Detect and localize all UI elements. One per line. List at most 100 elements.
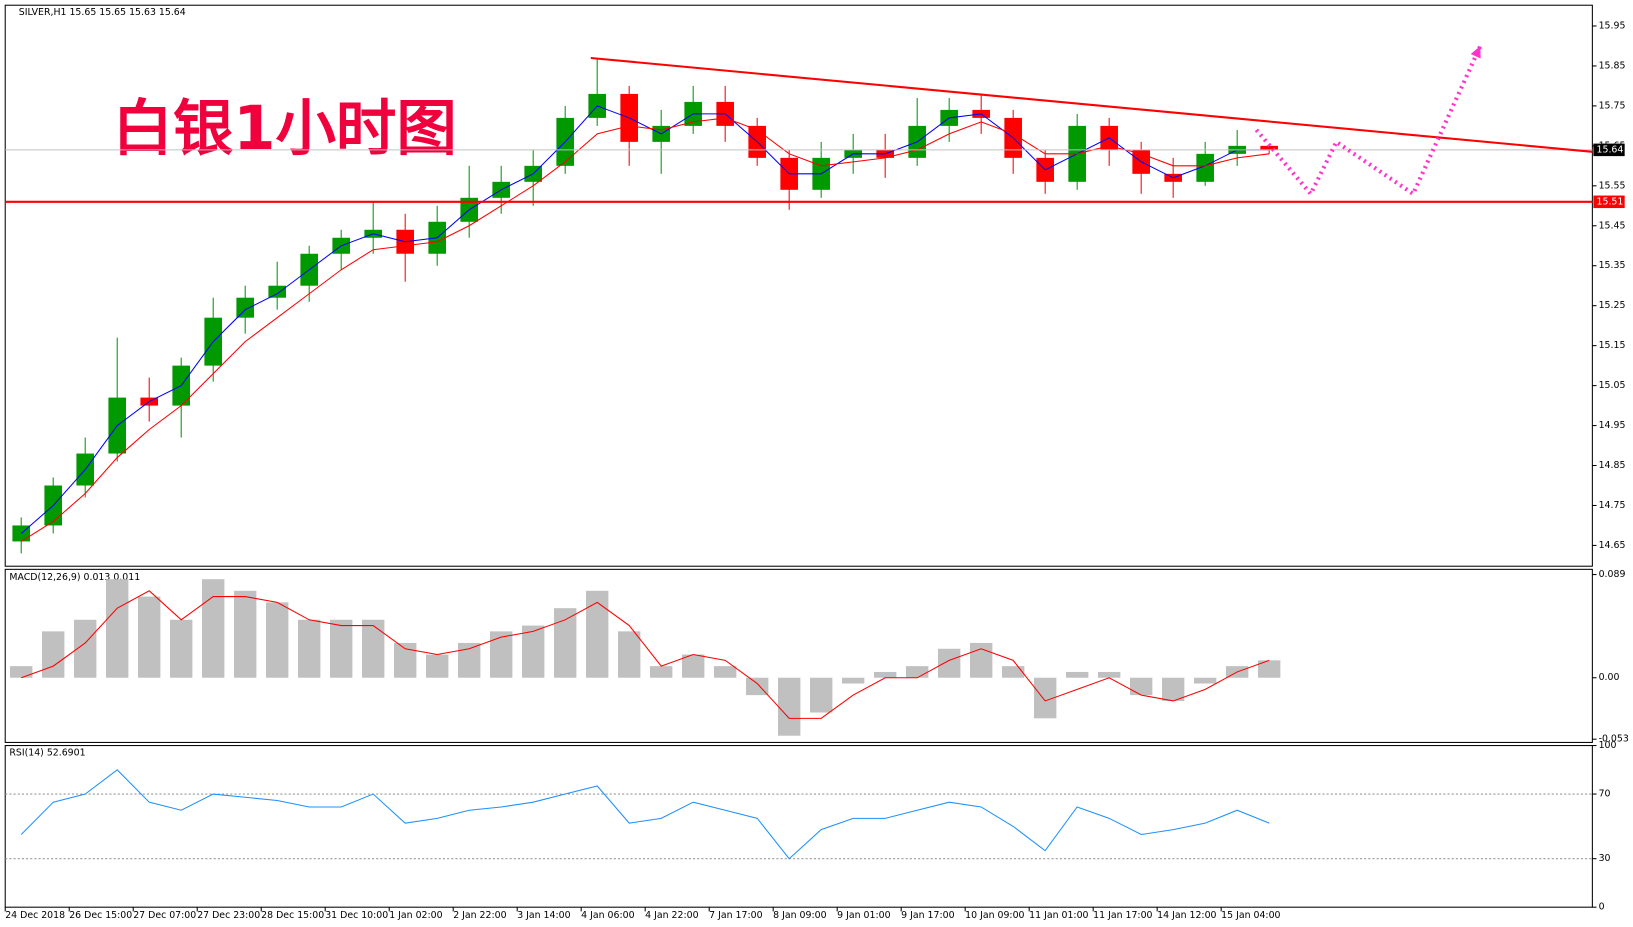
x-tick-label: 4 Jan 06:00 bbox=[581, 910, 634, 921]
macd-bar bbox=[905, 666, 929, 678]
macd-title: MACD(12,26,9) 0.013 0.011 bbox=[9, 572, 140, 583]
macd-bar bbox=[489, 631, 513, 678]
macd-bar bbox=[1161, 677, 1185, 701]
x-tick-label: 28 Dec 15:00 bbox=[261, 910, 324, 921]
y-tick-label: 14.95 bbox=[1599, 420, 1626, 431]
macd-bar bbox=[425, 654, 449, 678]
x-tick-label: 4 Jan 22:00 bbox=[645, 910, 698, 921]
x-tick-label: 31 Dec 10:00 bbox=[325, 910, 388, 921]
rsi-panel bbox=[4, 745, 1593, 908]
price-label: 15.64 bbox=[1597, 144, 1624, 155]
moving-average bbox=[20, 105, 1270, 534]
macd-bar bbox=[234, 590, 257, 678]
y-tick-label: 15.25 bbox=[1599, 300, 1626, 311]
x-tick-label: 9 Jan 17:00 bbox=[901, 910, 954, 921]
macd-bar bbox=[713, 666, 737, 678]
macd-bar bbox=[841, 677, 865, 684]
macd-bar bbox=[809, 677, 833, 713]
rsi-title: RSI(14) 52.6901 bbox=[9, 747, 85, 758]
macd-bar bbox=[681, 654, 705, 678]
y-tick-label: 14.75 bbox=[1599, 500, 1626, 511]
candle-body bbox=[1260, 145, 1278, 150]
y-tick-label: 15.15 bbox=[1599, 340, 1626, 351]
y-tick-label: 0 bbox=[1599, 902, 1605, 913]
price-box bbox=[1593, 143, 1625, 157]
x-tick-label: 9 Jan 01:00 bbox=[837, 910, 890, 921]
main-title: SILVER,H1 15.65 15.65 15.63 15.64 bbox=[19, 7, 186, 18]
macd-bar bbox=[969, 642, 993, 678]
macd-bar bbox=[74, 619, 97, 678]
macd-bar bbox=[553, 608, 577, 678]
y-tick-label: 100 bbox=[1599, 740, 1617, 751]
x-tick-label: 3 Jan 14:00 bbox=[517, 910, 570, 921]
y-tick-label: 15.85 bbox=[1599, 60, 1626, 71]
macd-bar bbox=[329, 619, 353, 678]
macd-bar bbox=[106, 579, 129, 678]
forecast-path bbox=[1254, 45, 1483, 198]
macd-bar bbox=[617, 631, 641, 678]
macd-panel bbox=[4, 568, 1593, 743]
x-tick-label: 15 Jan 04:00 bbox=[1221, 910, 1280, 921]
macd-bar bbox=[1097, 671, 1121, 678]
y-tick-label: 30 bbox=[1599, 853, 1611, 864]
x-tick-label: 2 Jan 22:00 bbox=[453, 910, 506, 921]
y-tick-label: -0.053 bbox=[1599, 734, 1629, 745]
macd-bar bbox=[937, 648, 961, 678]
y-tick-label: 14.85 bbox=[1599, 460, 1626, 471]
macd-bar bbox=[649, 666, 673, 678]
x-tick-label: 11 Jan 01:00 bbox=[1029, 910, 1088, 921]
macd-bar bbox=[777, 677, 801, 736]
y-tick-label: 70 bbox=[1599, 789, 1611, 800]
macd-bar bbox=[457, 642, 481, 678]
x-tick-label: 26 Dec 15:00 bbox=[69, 910, 132, 921]
macd-bar bbox=[202, 579, 225, 678]
candle-body bbox=[1196, 153, 1214, 182]
arrow-head bbox=[1470, 45, 1481, 59]
y-tick-label: 15.55 bbox=[1599, 180, 1626, 191]
y-tick-label: 15.05 bbox=[1599, 380, 1626, 391]
x-tick-label: 7 Jan 17:00 bbox=[709, 910, 762, 921]
x-tick-label: 27 Dec 07:00 bbox=[133, 910, 196, 921]
price-label: 15.51 bbox=[1597, 196, 1624, 207]
candle-body bbox=[268, 285, 287, 298]
signal-line bbox=[21, 590, 1270, 719]
y-tick-label: 15.95 bbox=[1599, 20, 1626, 31]
y-tick-label: 0.089 bbox=[1599, 569, 1626, 580]
macd-bar bbox=[1193, 677, 1217, 684]
macd-bar bbox=[138, 596, 161, 678]
moving-average bbox=[20, 117, 1270, 542]
macd-bar bbox=[266, 602, 289, 678]
x-tick-label: 8 Jan 09:00 bbox=[773, 910, 826, 921]
macd-bar bbox=[873, 671, 897, 678]
macd-bar bbox=[1033, 677, 1057, 719]
x-tick-label: 1 Jan 02:00 bbox=[389, 910, 442, 921]
macd-bar bbox=[745, 677, 769, 696]
x-tick-label: 11 Jan 17:00 bbox=[1093, 910, 1152, 921]
macd-bar bbox=[521, 625, 545, 678]
x-tick-label: 14 Jan 12:00 bbox=[1157, 910, 1216, 921]
macd-bar bbox=[1257, 660, 1281, 678]
candle-body bbox=[236, 297, 255, 318]
trendline bbox=[590, 56, 1593, 153]
macd-bar bbox=[1001, 666, 1025, 678]
macd-bar bbox=[1065, 671, 1089, 678]
macd-bar bbox=[1129, 677, 1153, 696]
macd-bar bbox=[10, 666, 33, 678]
macd-bar bbox=[298, 619, 321, 678]
y-tick-label: 15.45 bbox=[1599, 220, 1626, 231]
y-tick-label: 15.75 bbox=[1599, 100, 1626, 111]
main-panel bbox=[4, 4, 1593, 567]
x-tick-label: 10 Jan 09:00 bbox=[965, 910, 1024, 921]
y-tick-label: 15.35 bbox=[1599, 260, 1626, 271]
macd-bar bbox=[42, 631, 65, 678]
rsi-line bbox=[20, 769, 1270, 860]
macd-bar bbox=[585, 590, 609, 678]
x-tick-label: 27 Dec 23:00 bbox=[197, 910, 260, 921]
annotation: 白银1小时图 bbox=[113, 94, 457, 164]
y-tick-label: 14.65 bbox=[1599, 540, 1626, 551]
macd-bar bbox=[361, 619, 385, 678]
x-tick-label: 24 Dec 2018 bbox=[5, 910, 65, 921]
